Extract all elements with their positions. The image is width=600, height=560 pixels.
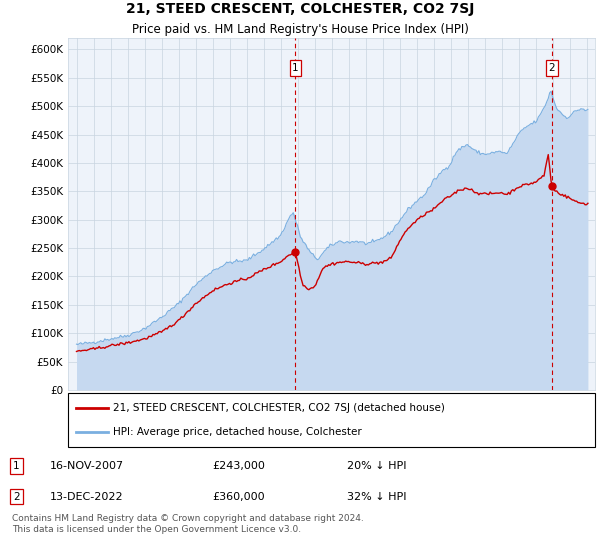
Text: HPI: Average price, detached house, Colchester: HPI: Average price, detached house, Colc… xyxy=(113,427,362,437)
Text: 21, STEED CRESCENT, COLCHESTER, CO2 7SJ (detached house): 21, STEED CRESCENT, COLCHESTER, CO2 7SJ … xyxy=(113,403,445,413)
Text: 2: 2 xyxy=(548,63,555,73)
Text: 16-NOV-2007: 16-NOV-2007 xyxy=(50,461,124,471)
Text: 32% ↓ HPI: 32% ↓ HPI xyxy=(347,492,407,502)
Text: 2: 2 xyxy=(13,492,20,502)
Text: Contains HM Land Registry data © Crown copyright and database right 2024.
This d: Contains HM Land Registry data © Crown c… xyxy=(12,514,364,534)
Text: 20% ↓ HPI: 20% ↓ HPI xyxy=(347,461,407,471)
Text: Price paid vs. HM Land Registry's House Price Index (HPI): Price paid vs. HM Land Registry's House … xyxy=(131,23,469,36)
Text: £243,000: £243,000 xyxy=(212,461,265,471)
Text: 1: 1 xyxy=(13,461,20,471)
Text: £360,000: £360,000 xyxy=(212,492,265,502)
Text: 1: 1 xyxy=(292,63,299,73)
Text: 13-DEC-2022: 13-DEC-2022 xyxy=(50,492,124,502)
Text: 21, STEED CRESCENT, COLCHESTER, CO2 7SJ: 21, STEED CRESCENT, COLCHESTER, CO2 7SJ xyxy=(126,2,474,16)
FancyBboxPatch shape xyxy=(68,393,595,447)
